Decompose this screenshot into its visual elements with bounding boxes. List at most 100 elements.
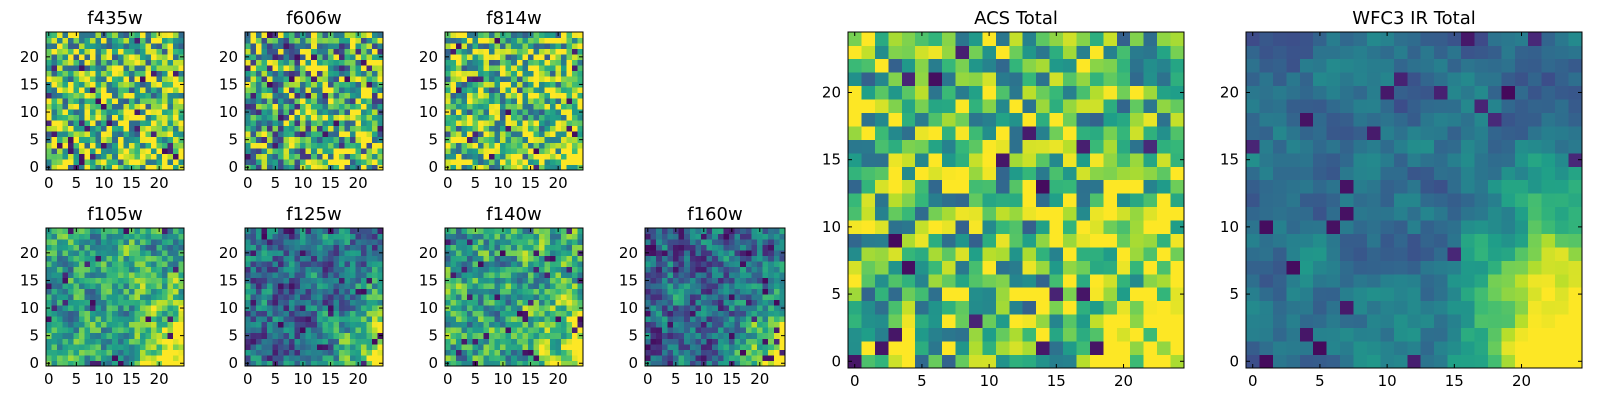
heatmap-cell [1157, 354, 1171, 369]
heatmap-cell [79, 277, 85, 284]
heatmap-cell [79, 294, 85, 301]
heatmap-cell [311, 233, 318, 240]
heatmap-cell [566, 43, 573, 49]
heatmap-cell [566, 316, 573, 323]
heatmap-cell [283, 266, 290, 273]
heatmap-cell [62, 349, 69, 356]
heatmap-cell [667, 239, 674, 245]
heatmap-cell [768, 294, 775, 301]
heatmap-cell [355, 76, 362, 83]
heatmap-cell [500, 272, 507, 279]
heatmap-cell [84, 354, 91, 361]
heatmap-cell [560, 239, 567, 245]
heatmap-cell [701, 338, 707, 345]
heatmap-cell [723, 305, 730, 312]
heatmap-cell [494, 65, 501, 71]
heatmap-cell [311, 288, 318, 295]
heatmap-cell [734, 233, 741, 240]
heatmap-cell [327, 76, 334, 83]
heatmap-cell [150, 109, 157, 116]
heatmap-cell [874, 247, 889, 261]
heatmap-cell [656, 360, 663, 367]
heatmap-cell [316, 310, 323, 317]
heatmap-cell [745, 288, 752, 295]
heatmap-cell [1009, 314, 1024, 329]
heatmap-cell [316, 272, 323, 279]
heatmap-cell [316, 239, 323, 245]
heatmap-cell [289, 244, 296, 251]
heatmap-cell [729, 294, 735, 301]
heatmap-cell [117, 288, 124, 295]
heatmap-cell [84, 125, 91, 132]
heatmap-cell [571, 294, 578, 301]
heatmap-cell [311, 147, 318, 154]
heatmap-cell [478, 164, 484, 171]
heatmap-cell [489, 310, 496, 317]
heatmap-cell [305, 103, 312, 110]
heatmap-cell [645, 288, 651, 295]
heatmap-cell [267, 164, 273, 171]
heatmap-cell [483, 349, 490, 356]
heatmap-cell [79, 261, 85, 267]
heatmap-cell [161, 310, 168, 317]
heatmap-cell [689, 354, 696, 361]
heatmap-cell [289, 360, 296, 367]
heatmap-cell [522, 48, 529, 55]
heatmap-cell [505, 261, 512, 267]
heatmap-cell [560, 310, 567, 317]
heatmap-cell [544, 228, 551, 234]
heatmap-cell [472, 153, 479, 160]
heatmap-cell [256, 266, 262, 273]
x-tick-label: 5 [671, 370, 681, 388]
y-tick-label: 20 [219, 48, 238, 66]
heatmap-cell [117, 48, 124, 55]
heatmap-cell [178, 327, 185, 334]
heatmap-cell [461, 327, 468, 334]
heatmap-cell [349, 81, 356, 88]
heatmap-cell [322, 153, 329, 160]
heatmap-cell [527, 294, 534, 301]
heatmap-cell [338, 266, 345, 273]
heatmap-cell [888, 314, 903, 329]
heatmap-cell [117, 250, 124, 256]
heatmap-cell [445, 43, 451, 49]
heatmap-cell [701, 233, 707, 240]
heatmap-cell [450, 59, 457, 66]
heatmap-cell [571, 266, 578, 273]
heatmap-cell [57, 37, 63, 44]
heatmap-cell [250, 316, 257, 323]
heatmap-cell [106, 98, 113, 105]
heatmap-cell [689, 266, 696, 273]
heatmap-cell [123, 316, 130, 323]
heatmap-cell [472, 81, 479, 88]
heatmap-cell [278, 136, 284, 143]
heatmap-cell [349, 349, 356, 356]
heatmap-cell [90, 37, 97, 44]
heatmap-cell [172, 120, 179, 127]
heatmap-cell [305, 120, 312, 127]
heatmap-cell [261, 48, 268, 55]
heatmap-cell [560, 294, 567, 301]
heatmap-cell [489, 114, 496, 121]
heatmap-cell [338, 244, 345, 251]
heatmap-cell [338, 305, 345, 312]
heatmap-cell [338, 98, 345, 105]
heatmap-cell [456, 316, 462, 323]
heatmap-cell [46, 120, 52, 127]
heatmap-cell [178, 299, 185, 306]
heatmap-cell [661, 272, 668, 279]
heatmap-cell [261, 120, 268, 127]
heatmap-cell [267, 98, 273, 105]
heatmap-cell [261, 153, 268, 160]
heatmap-cell [483, 360, 490, 367]
heatmap-cell [250, 54, 257, 60]
heatmap-cell [366, 266, 373, 273]
heatmap-cell [888, 287, 903, 302]
heatmap-cell [311, 32, 318, 38]
heatmap-cell [467, 233, 473, 240]
heatmap-cell [667, 244, 674, 251]
heatmap-cell [327, 59, 334, 66]
heatmap-cell [333, 255, 340, 262]
heatmap-cell [740, 354, 747, 361]
